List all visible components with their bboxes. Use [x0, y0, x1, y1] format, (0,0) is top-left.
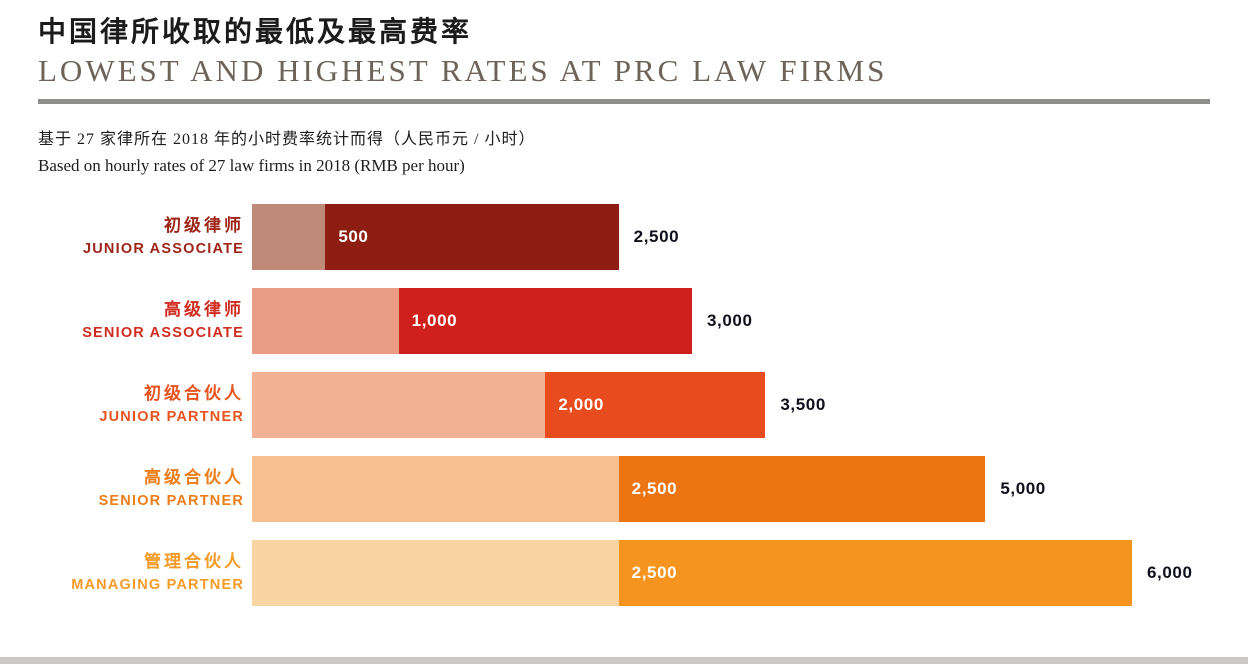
bar-high-segment: 2,500	[618, 540, 1132, 607]
bar-low-segment	[252, 540, 619, 607]
max-value-label: 3,000	[706, 311, 753, 331]
range-bar-chart: 初级律师 JUNIOR ASSOCIATE 500 2,500 高级律师 SEN…	[38, 204, 1212, 607]
double-rule-divider	[38, 99, 1210, 105]
category-label: 高级律师 SENIOR ASSOCIATE	[38, 288, 244, 354]
bar-row: 初级合伙人 JUNIOR PARTNER 2,000 3,500	[38, 372, 1212, 439]
max-value-label: 3,500	[780, 395, 826, 415]
category-label: 初级合伙人 JUNIOR PARTNER	[38, 372, 244, 438]
min-value-label: 2,500	[631, 479, 678, 499]
bar-row: 高级合伙人 SENIOR PARTNER 2,500 5,000	[38, 456, 1212, 523]
bar-row: 高级律师 SENIOR ASSOCIATE 1,000 3,000	[38, 288, 1212, 355]
bar-row: 管理合伙人 MANAGING PARTNER 2,500 6,000	[38, 540, 1212, 607]
bar-row: 初级律师 JUNIOR ASSOCIATE 500 2,500	[38, 204, 1212, 271]
bar-track: 2,500 5,000	[252, 456, 1212, 523]
category-en: MANAGING PARTNER	[71, 577, 244, 594]
max-value-label: 2,500	[633, 227, 680, 247]
category-zh: 初级律师	[164, 216, 244, 236]
min-value-label: 2,000	[558, 395, 604, 415]
bar-track: 1,000 3,000	[252, 288, 1212, 355]
category-en: SENIOR PARTNER	[98, 493, 244, 510]
bar-track: 2,500 6,000	[252, 540, 1212, 607]
bar-high-segment: 2,500	[618, 456, 986, 523]
bar-low-segment	[252, 372, 546, 439]
subtitle-en: Based on hourly rates of 27 law firms in…	[38, 155, 465, 175]
category-zh: 初级合伙人	[144, 384, 244, 404]
bar-track: 2,000 3,500	[252, 372, 1212, 439]
max-value-label: 6,000	[1146, 563, 1193, 583]
category-label: 初级律师 JUNIOR ASSOCIATE	[38, 204, 244, 270]
bar-high-segment: 2,000	[545, 372, 766, 439]
category-label: 管理合伙人 MANAGING PARTNER	[38, 540, 244, 606]
bar-track: 500 2,500	[252, 204, 1212, 271]
category-zh: 管理合伙人	[144, 552, 244, 572]
bottom-edge-strip	[0, 657, 1248, 664]
bar-low-segment	[252, 204, 326, 271]
category-en: JUNIOR PARTNER	[99, 409, 244, 426]
category-zh: 高级合伙人	[144, 468, 244, 488]
bar-high-segment: 1,000	[398, 288, 692, 355]
subtitle-zh: 基于 27 家律所在 2018 年的小时费率统计而得（人民币元 / 小时）	[38, 131, 536, 149]
page-title-en: LOWEST AND HIGHEST RATES AT PRC LAW FIRM…	[38, 53, 888, 88]
bar-high-segment: 500	[325, 204, 619, 271]
bar-low-segment	[252, 456, 619, 523]
header: 中国律所收取的最低及最高费率 LOWEST AND HIGHEST RATES …	[0, 0, 1248, 178]
category-label: 高级合伙人 SENIOR PARTNER	[38, 456, 244, 522]
category-zh: 高级律师	[164, 300, 244, 320]
min-value-label: 2,500	[631, 563, 678, 583]
page-title-zh: 中国律所收取的最低及最高费率	[38, 16, 473, 47]
max-value-label: 5,000	[1000, 479, 1046, 499]
min-value-label: 1,000	[411, 311, 458, 331]
category-en: JUNIOR ASSOCIATE	[83, 241, 244, 258]
category-en: SENIOR ASSOCIATE	[82, 325, 244, 342]
min-value-label: 500	[338, 227, 369, 247]
bar-low-segment	[252, 288, 399, 355]
subtitle-block: 基于 27 家律所在 2018 年的小时费率统计而得（人民币元 / 小时） Ba…	[38, 128, 1210, 178]
